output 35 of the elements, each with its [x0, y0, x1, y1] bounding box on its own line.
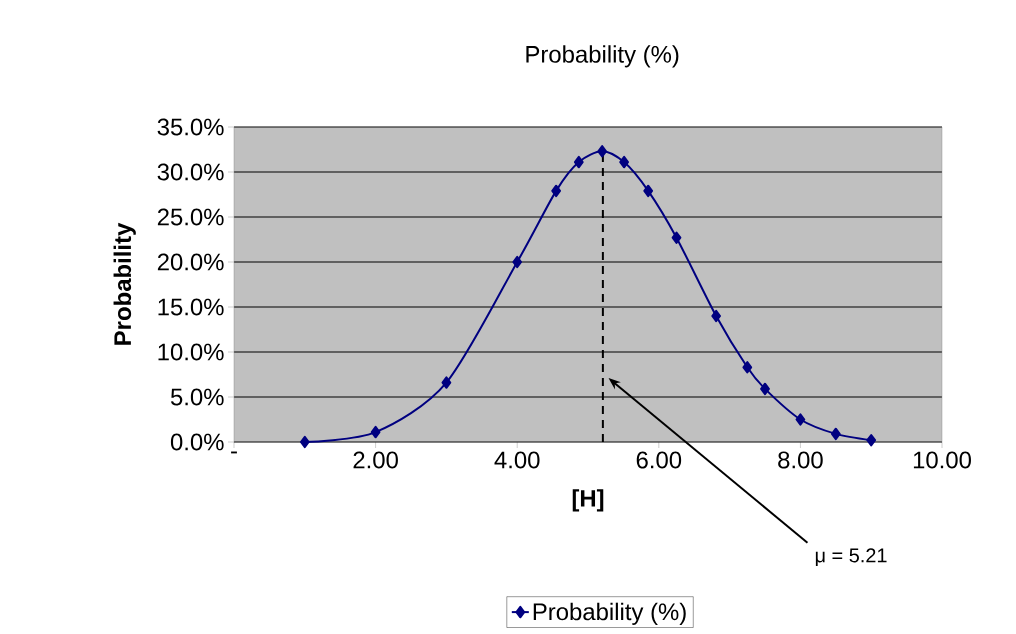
- x-axis-title: [H]: [572, 489, 604, 512]
- x-tick-label: 8.00: [778, 451, 823, 469]
- point: [619, 155, 629, 169]
- y-tick-label: 30.0%: [157, 163, 224, 181]
- chart-title: Probability (%): [526, 45, 679, 68]
- point: [830, 427, 841, 441]
- y-tick-label: 20.0%: [157, 253, 224, 271]
- point: [866, 434, 877, 447]
- legend-label: Probability (%): [533, 602, 686, 625]
- point: [370, 425, 381, 439]
- point: [597, 145, 608, 158]
- x-tick-label: 2.00: [353, 451, 398, 469]
- y-tick-label: 0.0%: [170, 433, 224, 451]
- y-tick-label: 35.0%: [157, 118, 224, 136]
- x-tick-label: 4.00: [494, 451, 540, 469]
- y-tick-label: 25.0%: [157, 208, 224, 226]
- ref-line-label: μ = 5.21: [815, 548, 887, 567]
- point: [795, 413, 806, 426]
- point: [742, 361, 753, 374]
- point: [760, 382, 770, 396]
- point: [573, 155, 584, 169]
- point: [711, 309, 722, 323]
- y-tick-label: 15.0%: [158, 298, 224, 316]
- point: [551, 184, 562, 198]
- point: [671, 231, 682, 244]
- point: [512, 255, 523, 269]
- y-axis-title: Probability: [113, 222, 136, 345]
- y-tick-label: 5.0%: [170, 388, 224, 406]
- x-tick-label: 6.00: [636, 451, 682, 469]
- point: [299, 435, 310, 449]
- point: [441, 376, 452, 389]
- y-tick-label: 10.0%: [158, 343, 224, 361]
- x-tick-label: -: [231, 451, 237, 454]
- point: [643, 184, 654, 198]
- x-tick-label: 10.00: [913, 451, 971, 469]
